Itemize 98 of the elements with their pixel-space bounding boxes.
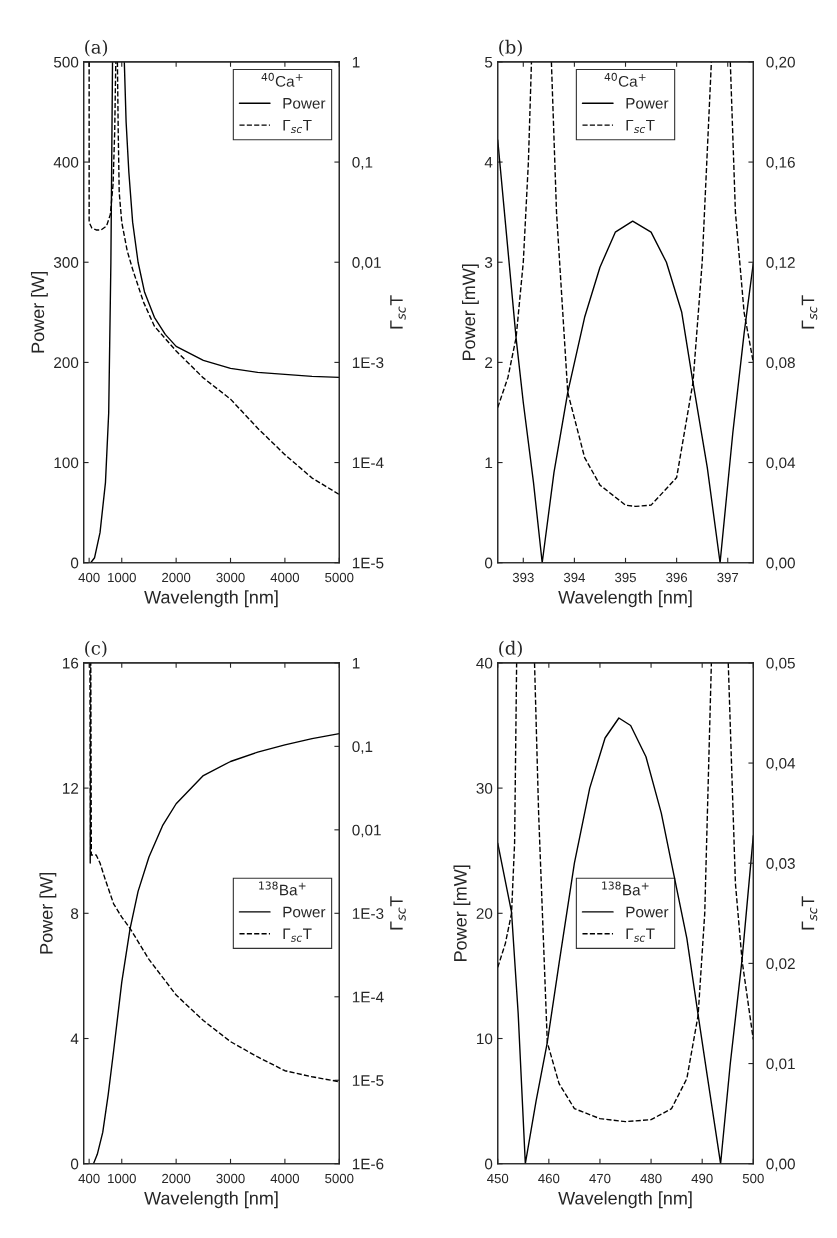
x-tick-label: 395 [615, 572, 636, 583]
x-tick-label: 3000 [216, 1173, 245, 1184]
x-tick-label: 470 [589, 1173, 611, 1184]
y-axis-title: Power [W] [30, 271, 48, 353]
legend-label: Γ$_{sc}$T [283, 928, 312, 942]
x-tick-label: 5000 [325, 1173, 354, 1184]
y-tick-label: 40 [476, 657, 493, 669]
x-tick-label: 2000 [162, 1173, 191, 1184]
legend-label: Power [283, 906, 326, 918]
y2-tick-label: 0,04 [766, 757, 796, 771]
y2-tick-label: 0,08 [766, 357, 795, 370]
x-tick-label: 1000 [108, 572, 136, 583]
y-tick-label: 2 [485, 357, 493, 368]
y2-tick-label: 1E-4 [352, 991, 384, 1003]
x-tick-label: 500 [742, 1173, 764, 1184]
y2-axis-title: Γ$_{sc}$T [390, 896, 406, 930]
y-axis-title: Power [mW] [453, 865, 471, 961]
y2-tick-label: 0,20 [766, 56, 795, 70]
legend-label: Γ$_{sc}$T [626, 928, 655, 942]
y2-tick-label: 0,05 [766, 657, 795, 671]
y2-tick-label: 1 [352, 56, 360, 68]
x-tick-label: 2000 [162, 572, 191, 583]
x-axis-title: Wavelength [nm] [144, 1191, 278, 1209]
x-tick-label: 1000 [108, 1173, 136, 1184]
y2-tick-label: 0,00 [766, 557, 795, 571]
x-axis-title: Wavelength [nm] [558, 1191, 692, 1209]
y-tick-label: 0 [484, 1158, 493, 1170]
y-tick-label: 4 [484, 157, 493, 168]
y-axis-title: Power [mW] [461, 264, 479, 360]
y2-tick-label: 1E-3 [352, 908, 384, 919]
y2-axis-title: Γ$_{sc}$T [801, 295, 818, 329]
legend-title: $^{40}$Ca$^{+}$ [604, 72, 646, 87]
y-tick-label: 5 [484, 56, 493, 68]
legend-label: Power [283, 98, 326, 109]
y2-tick-label: 0,04 [766, 457, 796, 471]
chart-title: (a) [85, 39, 108, 57]
y2-tick-label: 0,01 [352, 824, 381, 838]
legend-label: Power [626, 98, 669, 109]
y2-tick-label: 1E-5 [352, 1075, 384, 1086]
legend-title: $^{40}$Ca$^{+}$ [261, 72, 303, 87]
y-tick-label: 12 [63, 782, 79, 794]
y-tick-label: 4 [70, 1033, 79, 1045]
y2-tick-label: 0,01 [352, 257, 381, 270]
y2-tick-label: 1E-5 [352, 557, 384, 569]
y-tick-label: 400 [53, 156, 79, 168]
y-tick-label: 16 [63, 657, 79, 669]
y-tick-label: 0 [70, 1158, 79, 1170]
y2-axis-title: Γ$_{sc}$T [801, 896, 818, 930]
x-tick-label: 4000 [270, 572, 300, 583]
y-tick-label: 300 [53, 257, 79, 268]
y-tick-label: 0 [484, 557, 493, 569]
y-tick-label: 20 [476, 908, 493, 919]
y2-tick-label: 1 [352, 657, 360, 669]
y2-tick-label: 0,02 [766, 958, 795, 971]
y2-tick-label: 0,16 [766, 156, 795, 170]
chart-title: (c) [85, 640, 107, 658]
x-tick-label: 396 [666, 572, 688, 583]
x-tick-label: 400 [78, 572, 100, 583]
x-tick-label: 397 [717, 572, 739, 583]
y2-tick-label: 0,01 [766, 1058, 795, 1072]
x-tick-label: 4000 [270, 1173, 300, 1184]
y2-tick-label: 0,00 [766, 1158, 795, 1172]
y2-tick-label: 1E-3 [352, 357, 384, 369]
x-tick-label: 480 [640, 1173, 662, 1184]
x-tick-label: 393 [512, 572, 534, 583]
legend-title: $^{138}$Ba$^{+}$ [602, 881, 649, 896]
x-tick-label: 490 [691, 1173, 713, 1184]
y2-tick-label: 0,1 [352, 156, 373, 170]
x-tick-label: 460 [538, 1173, 560, 1184]
x-axis-title: Wavelength [nm] [558, 590, 692, 608]
y2-tick-label: 1E-6 [352, 1158, 384, 1170]
legend-label: Γ$_{sc}$T [626, 119, 655, 134]
x-tick-label: 400 [78, 1173, 100, 1184]
y-tick-label: 500 [53, 56, 79, 68]
y-tick-label: 1 [485, 457, 493, 469]
y-tick-label: 200 [54, 357, 79, 369]
x-axis-title: Wavelength [nm] [144, 590, 278, 608]
y-tick-label: 0 [70, 557, 79, 569]
x-tick-label: 3000 [216, 572, 245, 583]
y-axis-title: Power [W] [39, 872, 57, 954]
y2-tick-label: 0,12 [766, 257, 795, 270]
x-tick-label: 450 [487, 1173, 509, 1184]
y2-tick-label: 1E-4 [352, 457, 384, 469]
y-tick-label: 10 [477, 1033, 493, 1045]
y2-tick-label: 0,03 [766, 858, 795, 871]
legend-title: $^{138}$Ba$^{+}$ [259, 881, 306, 896]
y-tick-label: 100 [54, 457, 79, 469]
x-tick-label: 5000 [325, 572, 354, 583]
x-tick-label: 394 [563, 572, 586, 583]
y-tick-label: 8 [71, 908, 79, 919]
legend-label: Power [626, 906, 669, 918]
y2-axis-title: Γ$_{sc}$T [390, 295, 406, 329]
y2-tick-label: 0,1 [352, 741, 373, 754]
chart-title: (d) [499, 640, 522, 658]
y-tick-label: 30 [476, 782, 493, 794]
chart-title: (b) [499, 39, 522, 57]
legend-label: Γ$_{sc}$T [283, 119, 312, 134]
y-tick-label: 3 [484, 257, 493, 268]
